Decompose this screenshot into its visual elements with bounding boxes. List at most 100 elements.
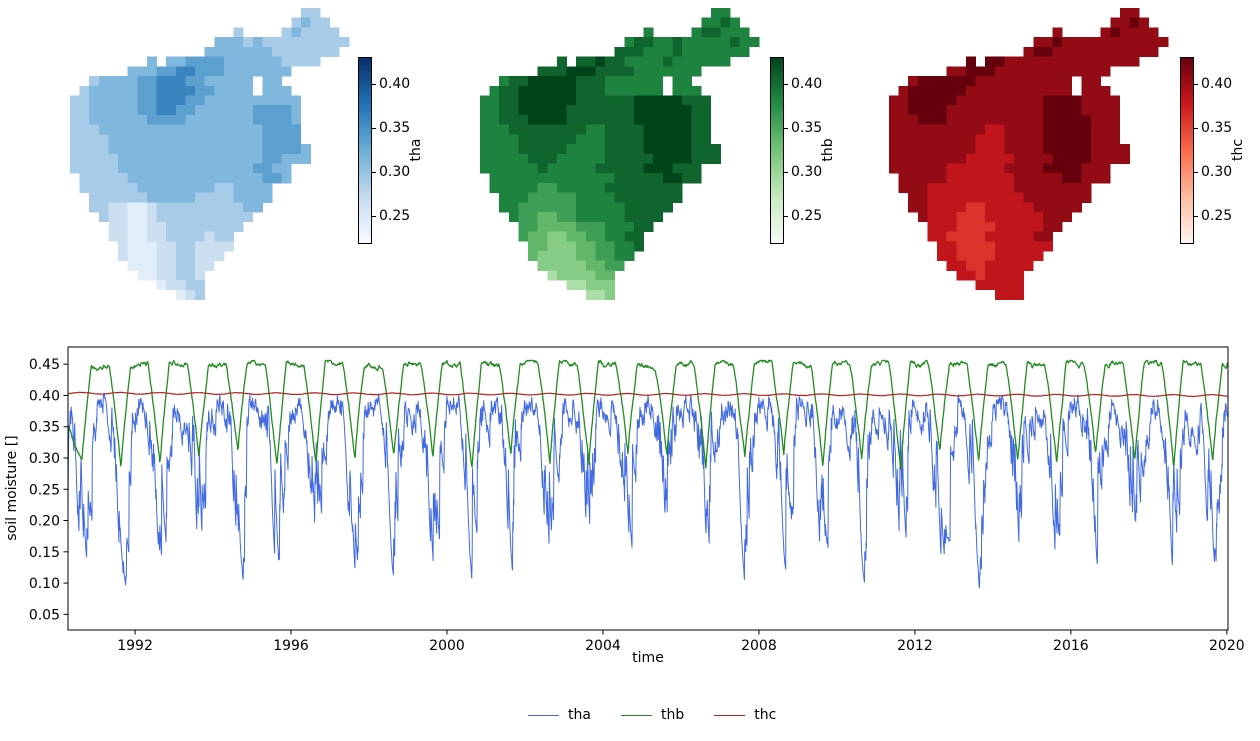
colorbar-tick-label: 0.30 — [791, 164, 823, 181]
map-cell — [1052, 153, 1063, 164]
map-cell — [185, 153, 196, 164]
map-cell — [965, 251, 976, 262]
map-cell — [233, 46, 244, 57]
map-cell — [643, 37, 654, 48]
map-cell — [1014, 192, 1025, 203]
map-cell — [633, 182, 644, 194]
map-cell — [614, 134, 625, 145]
map-cell — [137, 173, 148, 184]
map-cell — [595, 221, 606, 232]
map-cell — [300, 56, 311, 67]
map-cell — [547, 66, 558, 77]
y-tick-label: 0.30 — [29, 451, 60, 467]
map-cell — [480, 163, 490, 174]
map-cell — [118, 153, 129, 164]
map-cell — [214, 221, 225, 232]
map-cell — [1100, 37, 1111, 48]
map-cell — [146, 153, 157, 164]
map-cell — [965, 114, 976, 125]
map-cell — [566, 241, 577, 252]
map-cell — [1042, 85, 1053, 96]
map-cell — [672, 114, 683, 125]
y-tick-label: 0.25 — [29, 482, 60, 498]
map-cell — [489, 163, 500, 174]
map-cell — [662, 163, 673, 174]
map-cell — [108, 221, 119, 232]
map-cell — [480, 134, 490, 145]
map-cell — [137, 85, 148, 96]
map-cell — [537, 221, 548, 232]
map-cell — [98, 85, 109, 96]
map-cell — [243, 163, 254, 174]
map-cell — [156, 124, 167, 135]
map-cell — [898, 95, 909, 106]
map-cell — [643, 163, 654, 174]
map-cell — [985, 85, 996, 96]
map-cell — [576, 114, 587, 125]
map-cell — [576, 56, 587, 67]
map-cell — [508, 114, 519, 125]
map-cell — [1091, 66, 1101, 77]
map-cell — [975, 105, 986, 116]
map-cell — [566, 251, 577, 262]
map-cell — [214, 37, 225, 48]
map-cell — [204, 182, 215, 194]
map-cell — [291, 17, 302, 28]
map-cell — [643, 56, 654, 67]
map-cell — [595, 144, 606, 155]
map-cell — [585, 270, 596, 281]
map-cell — [662, 46, 673, 57]
map-cell — [127, 212, 138, 223]
map-cell — [556, 251, 567, 262]
map-cell — [204, 231, 215, 242]
map-cell — [118, 251, 129, 262]
map-cell — [691, 37, 702, 48]
map-cell — [175, 76, 186, 87]
map-cell — [576, 153, 587, 164]
map-cell — [79, 124, 90, 135]
map-cell — [889, 105, 899, 116]
map-cell — [975, 251, 986, 262]
map-cell — [547, 95, 558, 106]
map-cell — [633, 37, 644, 48]
map-cell — [127, 241, 138, 252]
map-cell — [146, 260, 157, 271]
map-cell — [1004, 56, 1015, 67]
map-cell — [480, 95, 490, 106]
map-cell — [1033, 241, 1044, 252]
colorbar-tick-label: 0.35 — [1201, 119, 1233, 136]
map-cell — [537, 212, 548, 223]
map-cell — [691, 46, 702, 57]
map-cell — [937, 134, 948, 145]
map-cell — [1042, 221, 1053, 232]
map-cell — [1139, 17, 1150, 28]
map-cell — [547, 163, 558, 174]
map-cell — [1091, 153, 1101, 164]
map-cell — [1091, 46, 1101, 57]
map-cell — [223, 85, 234, 96]
map-cell — [1062, 95, 1073, 106]
map-cell — [1033, 144, 1044, 155]
map-thc — [889, 8, 1169, 300]
plot-border — [67, 346, 1229, 631]
map-cell — [195, 251, 206, 262]
map-cell — [994, 134, 1005, 145]
map-cell — [994, 260, 1005, 271]
map-cell — [585, 153, 596, 164]
map-cell — [489, 153, 500, 164]
map-cell — [1062, 114, 1073, 125]
map-cell — [1033, 202, 1044, 213]
map-cell — [908, 163, 919, 174]
map-cell — [691, 85, 702, 96]
map-cell — [1014, 280, 1025, 291]
map-cell — [965, 105, 976, 116]
map-cell — [556, 66, 567, 77]
map-cell — [243, 144, 254, 155]
map-cell — [614, 163, 625, 174]
map-cell — [605, 251, 616, 262]
map-cell — [1014, 289, 1025, 300]
map-cell — [946, 85, 957, 96]
map-cell — [1052, 192, 1063, 203]
map-cell — [1062, 144, 1073, 155]
map-cell — [956, 114, 967, 125]
